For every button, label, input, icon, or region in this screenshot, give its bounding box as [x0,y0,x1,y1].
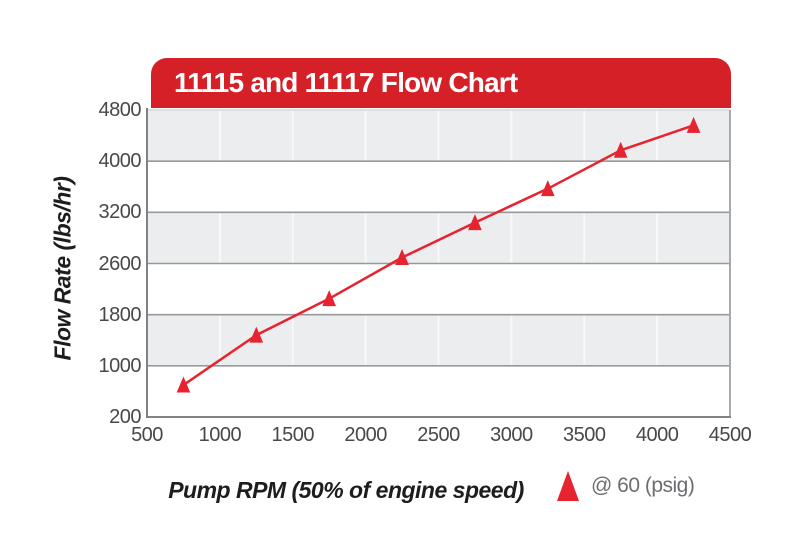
chart-title-banner: 11115 and 11117 Flow Chart [151,58,731,108]
legend: @ 60 (psig) [556,469,695,503]
data-point-marker [395,249,409,266]
x-tick-label: 2500 [417,424,460,446]
x-tick-label: 1000 [198,424,242,446]
data-point-marker [322,290,336,307]
x-tick-label: 2000 [344,424,387,446]
x-tick-label: 4500 [708,424,752,446]
y-tick-label: 1000 [98,354,142,377]
y-tick-label: 200 [109,406,141,428]
y-tick-label: 1800 [98,303,142,326]
data-point-marker [541,180,555,197]
legend-label: @ 60 (psig) [591,474,695,497]
data-point-marker [686,116,701,133]
series-line [182,124,694,387]
y-axis-title: Flow Rate (lbs/hr) [49,176,76,361]
data-point-marker [249,326,264,343]
y-tick-label: 3200 [98,201,142,224]
x-axis-title: Pump RPM (50% of engine speed) [168,477,524,503]
y-tick-label: 4000 [98,150,142,173]
data-point-marker [176,376,191,393]
data-point-marker [468,214,482,231]
x-tick-label: 4000 [635,424,679,446]
y-tick-label: 4800 [98,99,142,121]
data-point-marker [613,141,628,158]
chart-title: 11115 and 11117 Flow Chart [174,67,518,98]
x-tick-label: 1500 [271,424,315,446]
x-tick-label: 500 [131,424,163,446]
x-tick-label: 3000 [490,424,533,446]
x-tick-label: 3500 [563,424,606,446]
y-tick-label: 2600 [98,252,142,275]
triangle-marker-icon [557,471,579,501]
